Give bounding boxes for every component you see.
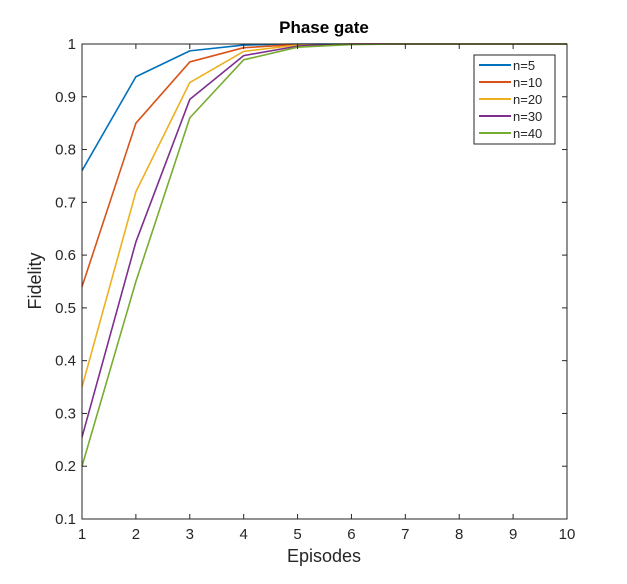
x-tick-label: 9 [509, 526, 517, 543]
chart-title: Phase gate [279, 18, 369, 37]
y-axis-label: Fidelity [25, 252, 45, 309]
legend-label: n=40 [513, 126, 542, 141]
y-tick-label: 1 [68, 36, 76, 53]
x-tick-label: 8 [455, 526, 463, 543]
y-tick-label: 0.4 [55, 353, 76, 370]
y-tick-label: 0.3 [55, 405, 76, 422]
legend-label: n=20 [513, 92, 542, 107]
legend: n=5 n=10 n=20 n=30 n=40 [473, 54, 556, 145]
x-tick-label: 7 [401, 526, 409, 543]
x-tick-label: 4 [239, 526, 247, 543]
y-tick-label: 0.5 [55, 300, 76, 317]
x-tick-label: 3 [186, 526, 194, 543]
x-tick-label: 5 [293, 526, 301, 543]
legend-label: n=5 [513, 58, 535, 73]
plot-frame [81, 43, 568, 520]
x-tick-label: 2 [132, 526, 140, 543]
ticks-layer: 1 2 3 4 5 6 7 8 9 10 0.1 0.2 0.3 0.4 0.5 0.6 0.7 0.8 0.9 1 [55, 36, 575, 543]
y-tick-label: 0.2 [55, 458, 76, 475]
x-tick-label: 10 [559, 526, 576, 543]
x-tick-label: 1 [78, 526, 86, 543]
x-axis-label: Episodes [287, 546, 361, 566]
legend-label: n=10 [513, 75, 542, 90]
y-tick-label: 0.9 [55, 89, 76, 106]
y-tick-label: 0.6 [55, 247, 76, 264]
y-tick-label: 0.8 [55, 142, 76, 159]
legend-label: n=30 [513, 109, 542, 124]
y-tick-label: 0.7 [55, 194, 76, 211]
x-tick-label: 6 [347, 526, 355, 543]
y-tick-label: 0.1 [55, 511, 76, 528]
